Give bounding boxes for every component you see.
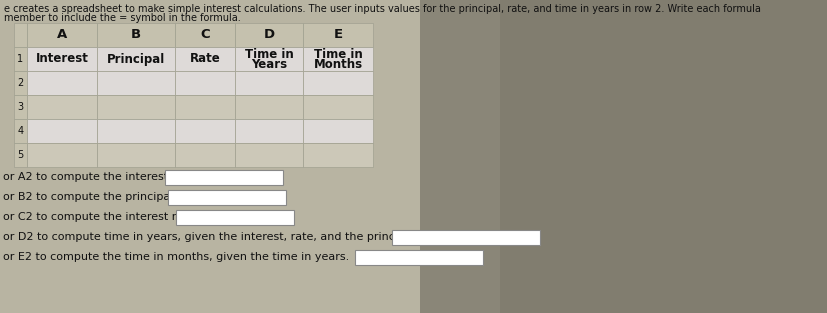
Bar (174, 95, 235, 119)
Bar (14, 95, 27, 119)
Text: 5: 5 (17, 150, 24, 160)
Bar (235, 23, 303, 47)
Bar (235, 143, 303, 167)
Text: 2: 2 (17, 78, 24, 88)
Text: C: C (200, 28, 209, 42)
Bar (303, 95, 372, 119)
Bar (235, 47, 303, 71)
Bar (97, 23, 174, 47)
Text: Principal: Principal (107, 53, 165, 65)
Bar (174, 23, 235, 47)
Bar (419, 0, 827, 313)
Bar (235, 119, 303, 143)
Bar (176, 209, 294, 224)
Bar (97, 71, 174, 95)
Text: D: D (263, 28, 275, 42)
Bar (303, 23, 372, 47)
Text: Time in: Time in (313, 48, 362, 60)
Bar (500, 0, 827, 313)
Bar (168, 189, 285, 204)
Bar (27, 71, 97, 95)
Bar (14, 47, 27, 71)
Bar (174, 119, 235, 143)
Bar (97, 143, 174, 167)
Bar (174, 71, 235, 95)
Bar (27, 95, 97, 119)
Bar (27, 119, 97, 143)
Bar (14, 143, 27, 167)
Bar (27, 143, 97, 167)
Text: member to include the = symbol in the formula.: member to include the = symbol in the fo… (4, 13, 241, 23)
Bar (303, 143, 372, 167)
Bar (174, 47, 235, 71)
Text: 1: 1 (17, 54, 23, 64)
Bar (14, 119, 27, 143)
Bar (303, 71, 372, 95)
Text: or D2 to compute time in years, given the interest, rate, and the principal.: or D2 to compute time in years, given th… (3, 232, 418, 242)
Bar (27, 47, 97, 71)
Bar (355, 249, 482, 264)
Text: or A2 to compute the interest.: or A2 to compute the interest. (3, 172, 171, 182)
Bar (165, 170, 283, 184)
Bar (174, 143, 235, 167)
Text: 3: 3 (17, 102, 23, 112)
Text: Interest: Interest (36, 53, 88, 65)
Bar (97, 47, 174, 71)
Bar (14, 23, 27, 47)
Text: or C2 to compute the interest rate.: or C2 to compute the interest rate. (3, 212, 198, 222)
Text: Time in: Time in (244, 48, 293, 60)
Bar (391, 229, 539, 244)
Bar (235, 71, 303, 95)
Bar (303, 119, 372, 143)
Text: Months: Months (313, 59, 362, 71)
Text: or E2 to compute the time in months, given the time in years.: or E2 to compute the time in months, giv… (3, 252, 349, 262)
Bar (97, 119, 174, 143)
Text: e creates a spreadsheet to make simple interest calculations. The user inputs va: e creates a spreadsheet to make simple i… (4, 4, 760, 14)
Bar (303, 47, 372, 71)
Bar (235, 95, 303, 119)
Bar (27, 23, 97, 47)
Text: B: B (131, 28, 141, 42)
Text: 4: 4 (17, 126, 23, 136)
Text: Years: Years (251, 59, 287, 71)
Text: or B2 to compute the principal.: or B2 to compute the principal. (3, 192, 177, 202)
Bar (97, 95, 174, 119)
Bar (14, 71, 27, 95)
Text: Rate: Rate (189, 53, 220, 65)
Text: E: E (333, 28, 342, 42)
Text: A: A (57, 28, 67, 42)
